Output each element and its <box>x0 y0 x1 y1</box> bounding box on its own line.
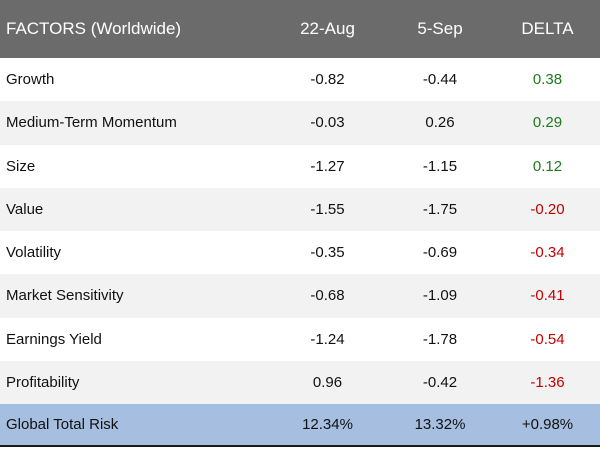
table-row: Profitability 0.96 -0.42 -1.36 <box>0 360 600 404</box>
value-delta: -0.20 <box>530 200 565 218</box>
header-date1: 22-Aug <box>300 19 355 38</box>
factor-name: Earnings Yield <box>6 330 102 348</box>
table-row: Growth -0.82 -0.44 0.38 <box>0 58 600 102</box>
header-date2: 5-Sep <box>417 19 463 38</box>
value-date1: -1.27 <box>310 157 345 175</box>
factor-name: Volatility <box>6 244 62 262</box>
value-date2: -1.78 <box>422 330 458 348</box>
table-row: Market Sensitivity -0.68 -1.09 -0.41 <box>0 274 600 318</box>
total-date1: 12.34% <box>302 416 353 434</box>
total-delta: +0.98% <box>521 416 574 434</box>
table-row: Size -1.27 -1.15 0.12 <box>0 144 600 188</box>
value-delta: -1.36 <box>530 373 565 391</box>
factor-name: Size <box>6 157 36 175</box>
table-row: Volatility -0.35 -0.69 -0.34 <box>0 231 600 275</box>
value-delta: -0.54 <box>530 330 565 348</box>
value-delta: -0.34 <box>530 244 565 262</box>
total-label: Global Total Risk <box>6 416 119 434</box>
total-row: Global Total Risk 12.34% 13.32% +0.98% <box>0 404 600 448</box>
value-date2: -0.69 <box>422 244 458 262</box>
value-delta: 0.29 <box>532 114 563 132</box>
header-delta: DELTA <box>521 19 574 38</box>
value-delta: 0.12 <box>532 157 563 175</box>
value-delta: 0.38 <box>532 71 563 89</box>
header-factor: FACTORS (Worldwide) <box>6 19 182 38</box>
value-date2: -1.15 <box>422 157 458 175</box>
value-date2: 0.26 <box>425 114 455 132</box>
value-delta: -0.41 <box>530 287 565 305</box>
value-date2: -0.42 <box>422 373 458 391</box>
total-date2: 13.32% <box>414 416 466 434</box>
value-date1: -1.55 <box>310 200 345 218</box>
factor-name: Profitability <box>6 373 80 391</box>
table-row: Medium-Term Momentum -0.03 0.26 0.29 <box>0 101 600 145</box>
factor-name: Growth <box>6 71 55 89</box>
value-date1: -0.68 <box>310 287 345 305</box>
value-date1: -0.35 <box>310 244 345 262</box>
value-date1: -1.24 <box>310 330 345 348</box>
value-date2: -0.44 <box>422 71 458 89</box>
table-row: Earnings Yield -1.24 -1.78 -0.54 <box>0 317 600 361</box>
value-date2: -1.09 <box>422 287 458 305</box>
value-date1: -0.03 <box>310 114 345 132</box>
value-date2: -1.75 <box>422 200 458 218</box>
table-header: FACTORS (Worldwide) 22-Aug 5-Sep DELTA <box>0 0 600 58</box>
factor-name: Medium-Term Momentum <box>6 114 177 132</box>
table-row: Value -1.55 -1.75 -0.20 <box>0 187 600 231</box>
value-date1: 0.96 <box>312 373 343 391</box>
factor-name: Market Sensitivity <box>6 287 124 305</box>
factor-name: Value <box>6 200 44 218</box>
value-date1: -0.82 <box>310 71 345 89</box>
